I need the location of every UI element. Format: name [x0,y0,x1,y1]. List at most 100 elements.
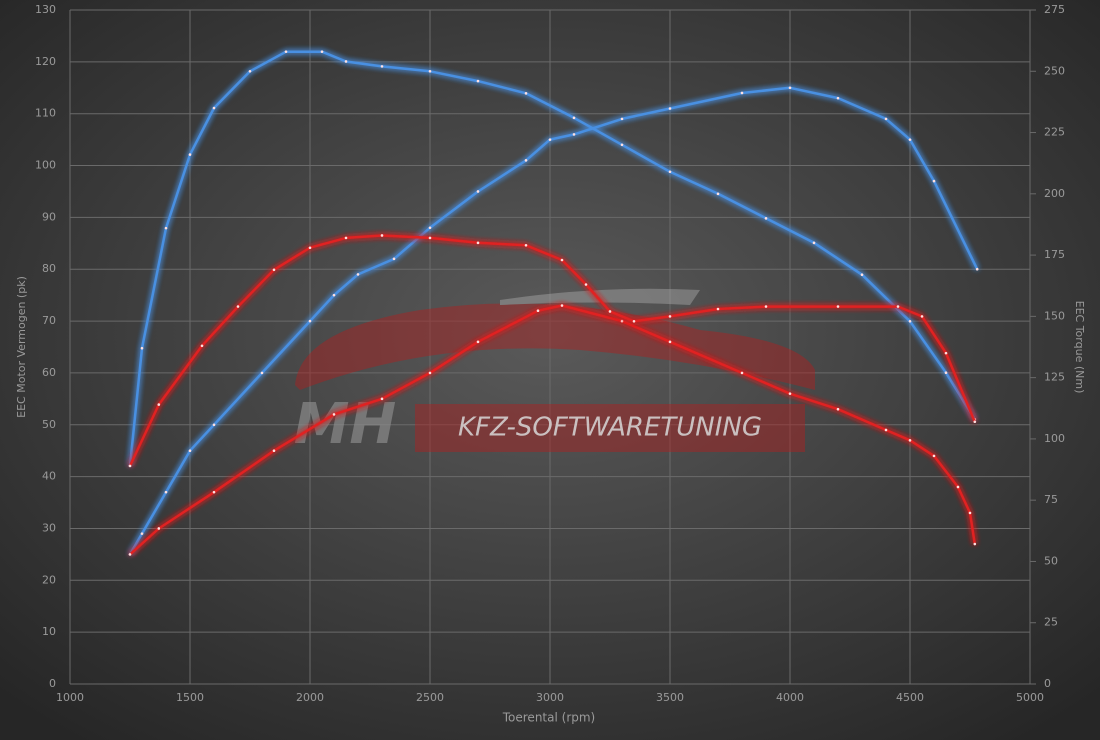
point [380,397,384,401]
point [428,226,432,230]
point [908,319,912,323]
point [524,159,528,162]
point [944,371,948,375]
point [975,267,979,271]
point [572,133,576,136]
point [157,403,161,406]
point [908,439,912,442]
point [620,143,624,147]
x-tick-label: 4500 [896,691,924,704]
x-tick-label: 1500 [176,691,204,704]
x-tick-label: 3000 [536,691,564,704]
point [164,226,168,230]
point [620,319,624,323]
y2-tick-label: 75 [1044,493,1058,506]
y-tick-label: 70 [42,314,56,327]
point [524,92,528,95]
point [764,217,768,220]
point [668,315,672,318]
point [584,283,588,286]
point [272,268,276,272]
point [536,309,540,313]
point [428,371,432,375]
point [157,527,161,530]
point [332,413,336,416]
point [548,138,552,141]
series-line [128,86,979,556]
point [164,490,168,494]
y-tick-label: 0 [49,677,56,690]
point [320,50,324,53]
point [716,192,720,196]
y-tick-label: 50 [42,418,56,431]
x-tick-label: 5000 [1016,691,1044,704]
y-tick-label: 110 [35,107,56,120]
y-tick-label: 100 [35,159,56,172]
point [764,305,768,308]
point [836,96,840,100]
y-tick-label: 30 [42,521,56,534]
point [380,65,384,68]
point [896,305,900,308]
point [188,153,192,156]
point [944,351,948,355]
y2-tick-label: 125 [1044,371,1065,384]
watermark-logo: MH [294,392,397,457]
point [200,344,204,348]
watermark-roof [500,288,700,305]
point [740,91,744,95]
point [668,107,672,110]
y2-tick-label: 25 [1044,616,1058,629]
point [188,449,192,452]
point [140,532,144,535]
point [140,346,144,350]
point [128,553,132,556]
point [212,490,216,494]
y-tick-label: 120 [35,55,56,68]
x-axis-label: Toerental (rpm) [502,711,595,725]
point [308,246,312,250]
y-tick-label: 90 [42,210,56,223]
point [344,236,348,240]
y2-tick-label: 175 [1044,248,1065,261]
point [476,340,480,344]
y2-tick-label: 275 [1044,3,1065,16]
point [860,273,864,276]
point [668,340,672,344]
point [560,304,564,307]
point [572,116,576,120]
point [356,273,360,276]
point [973,542,977,546]
point [956,485,960,489]
point [524,243,528,247]
y-tick-label: 80 [42,262,56,275]
x-tick-label: 2000 [296,691,324,704]
point [248,69,252,73]
point [260,371,264,375]
point [128,464,132,468]
point [932,179,936,183]
watermark-banner [415,404,805,452]
point [932,454,936,458]
y-axis-label: EEC Motor Vermogen (pk) [15,276,28,418]
point [428,69,432,73]
y-tick-label: 20 [42,573,56,586]
point [272,449,276,452]
y-tick-label: 60 [42,366,56,379]
point [632,319,636,323]
point [344,60,348,63]
point [620,117,624,121]
point [788,392,792,395]
grid [69,9,1031,685]
watermark-text: KFZ-SOFTWARETUNING [458,413,762,443]
watermark-car [295,303,815,390]
y2-axis-label: EEC Torque (Nm) [1073,301,1086,394]
point [836,305,840,308]
point [884,428,888,432]
point [236,305,240,308]
y2-tick-label: 250 [1044,64,1065,77]
point [560,258,564,262]
point [212,423,216,427]
x-tick-label: 3500 [656,691,684,704]
y-tick-label: 130 [35,3,56,16]
